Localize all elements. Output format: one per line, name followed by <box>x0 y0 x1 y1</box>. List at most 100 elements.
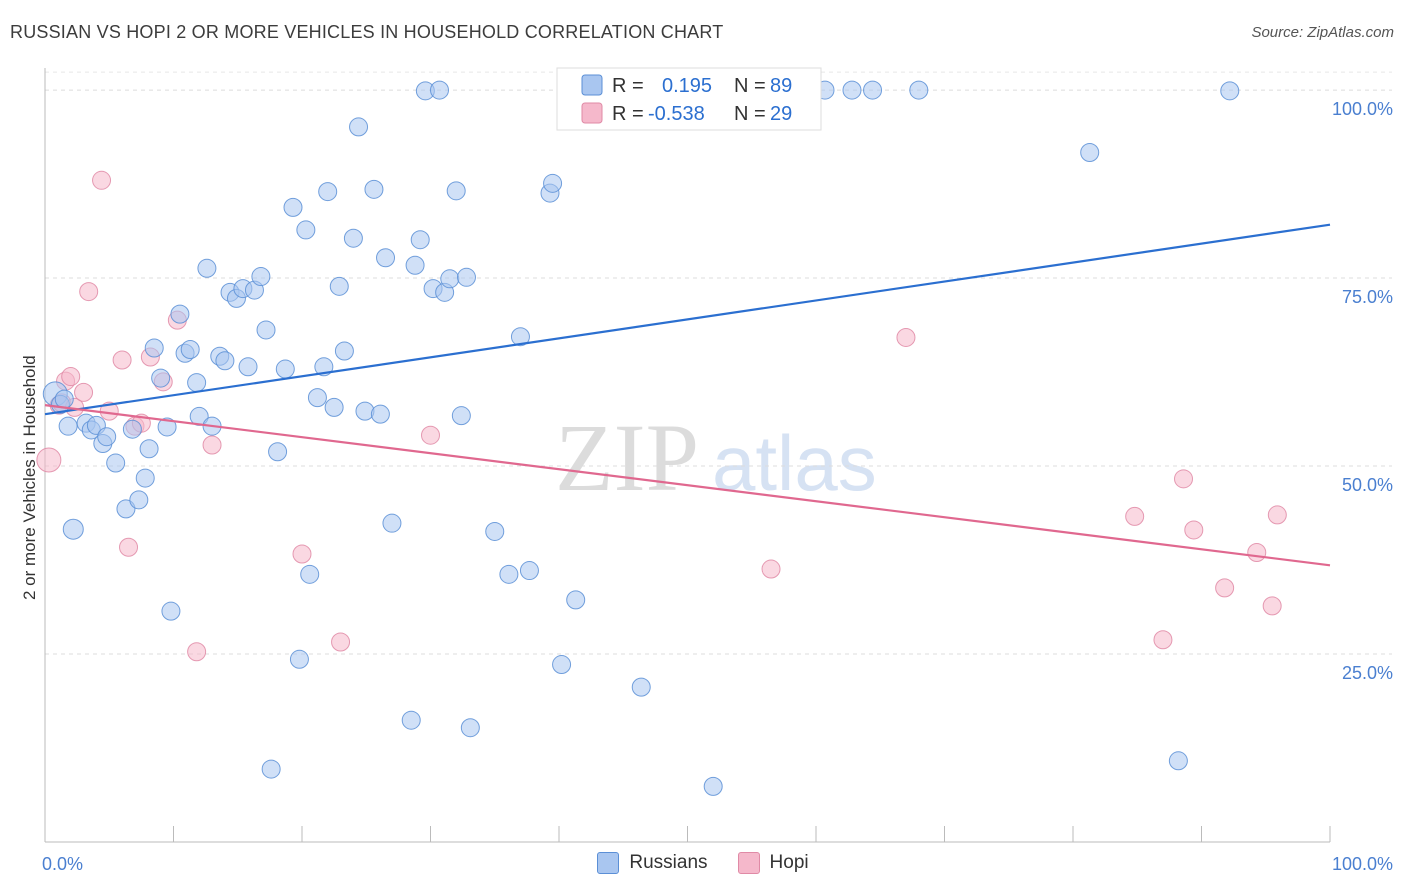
russians-point-46 <box>324 397 344 417</box>
hopi-point-23 <box>896 327 916 347</box>
hopi-point-21 <box>421 425 440 445</box>
russians-point-64 <box>446 181 466 201</box>
russians-point-50 <box>349 117 369 137</box>
russians-point-63 <box>440 269 460 289</box>
russians-point-10 <box>106 453 126 473</box>
russians-point-45 <box>318 182 338 202</box>
russians-point-35 <box>256 320 276 340</box>
russians-point-56 <box>401 710 421 730</box>
russians-point-47 <box>329 276 349 296</box>
bottom-legend: Russians Hopi <box>0 852 1406 874</box>
russians-point-73 <box>543 173 563 193</box>
russians-point-34 <box>251 267 271 287</box>
russians-point-15 <box>139 439 159 459</box>
legend-swatch-hopi <box>581 102 603 124</box>
russians-point-49 <box>343 228 363 248</box>
russians-point-40 <box>289 649 309 669</box>
russians-point-52 <box>364 179 384 199</box>
hopi-point-26 <box>1174 469 1194 489</box>
x-tick-label-1: 100.0% <box>1332 854 1393 874</box>
trend-lines <box>44 223 1331 567</box>
russians-point-23 <box>187 373 207 393</box>
russians-point-79 <box>703 776 723 796</box>
bottom-legend-hopi: Hopi <box>737 852 809 874</box>
y-tick-label-3: 100.0% <box>1332 99 1393 119</box>
bottom-legend-swatch-russians <box>597 852 620 874</box>
russians-point-4 <box>62 518 84 540</box>
russians-point-25 <box>197 258 217 278</box>
legend-r-label-hopi: R = <box>612 103 644 125</box>
hopi-point-22 <box>761 559 781 579</box>
hopi-point-4 <box>61 367 81 387</box>
russians-point-41 <box>296 220 316 240</box>
tick-labels: 25.0% 50.0% 75.0% 100.0% 0.0% 100.0% <box>42 99 1393 874</box>
russians-point-84 <box>863 80 883 100</box>
hopi-point-7 <box>79 282 99 302</box>
russians-point-55 <box>382 513 402 533</box>
stats-legend: R = 0.195 N = 89 R = -0.538 N = 29 <box>556 67 822 131</box>
hopi-point-19 <box>292 544 312 564</box>
russians-point-58 <box>410 230 430 250</box>
russians-point-9 <box>97 427 117 447</box>
hopi-point-10 <box>112 350 132 370</box>
russians-point-36 <box>261 759 281 779</box>
russians-point-74 <box>552 655 572 675</box>
russians-point-3 <box>58 416 78 436</box>
russians-point-48 <box>334 341 354 361</box>
hopi-point-6 <box>74 382 94 402</box>
hopi-point-20 <box>331 632 351 652</box>
russians-point-51 <box>355 401 375 421</box>
russians-point-69 <box>499 564 519 584</box>
hopi-point-18 <box>202 435 222 455</box>
legend-n-value-hopi: 29 <box>770 103 792 125</box>
x-tick-label-0: 0.0% <box>42 854 83 874</box>
russians-point-76 <box>631 677 651 697</box>
y-tick-label-2: 75.0% <box>1342 287 1393 307</box>
hopi-point-25 <box>1153 630 1173 650</box>
legend-r-value-russians: 0.195 <box>662 75 712 97</box>
russians-point-12 <box>122 419 142 439</box>
bottom-legend-swatch-hopi <box>737 852 760 874</box>
y-tick-label-1: 50.0% <box>1342 475 1393 495</box>
russians-point-83 <box>842 80 862 100</box>
russians-point-16 <box>144 338 164 358</box>
russians-point-18 <box>157 417 177 437</box>
hopi-point-24 <box>1125 506 1145 526</box>
russians-point-39 <box>283 197 303 217</box>
russians-point-2 <box>54 389 74 409</box>
russians-point-65 <box>451 406 471 426</box>
russians-point-53 <box>370 404 390 424</box>
watermark-zip: ZIP <box>555 404 699 511</box>
russians-point-32 <box>238 357 258 377</box>
legend-n-label-hopi: N = <box>734 103 766 125</box>
hopi-point-28 <box>1215 578 1235 598</box>
hopi-point-8 <box>92 170 112 190</box>
russians-point-61 <box>429 80 449 100</box>
y-tick-label-0: 25.0% <box>1342 663 1393 683</box>
hopi-point-29 <box>1247 543 1267 563</box>
russians-point-28 <box>215 351 235 371</box>
hopi-trend-line <box>44 404 1331 567</box>
russians-point-71 <box>519 561 539 581</box>
legend-n-value-russians: 89 <box>770 75 792 97</box>
russians-point-14 <box>135 468 155 488</box>
russians-point-38 <box>275 359 295 379</box>
chart-title: RUSSIAN VS HOPI 2 OR MORE VEHICLES IN HO… <box>10 22 724 42</box>
watermark-atlas: atlas <box>712 419 877 507</box>
hopi-point-17 <box>187 642 207 662</box>
russians-point-13 <box>129 490 149 510</box>
legend-swatch-russians <box>581 74 603 96</box>
bottom-legend-label-russians: Russians <box>629 852 708 873</box>
hopi-point-0 <box>36 447 62 473</box>
legend-n-label-russians: N = <box>734 75 766 97</box>
russians-trend-line <box>44 223 1331 416</box>
russians-point-75 <box>566 590 586 610</box>
russians-point-68 <box>485 521 505 541</box>
russians-point-67 <box>460 718 480 738</box>
russians-point-37 <box>268 442 288 462</box>
russians-point-57 <box>405 255 425 275</box>
hopi-point-27 <box>1184 520 1204 540</box>
russians-point-17 <box>151 368 171 388</box>
russians-point-43 <box>307 388 327 408</box>
